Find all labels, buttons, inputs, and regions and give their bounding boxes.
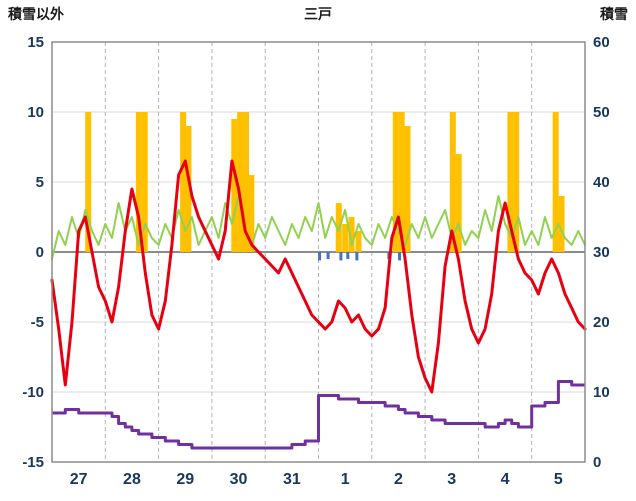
bar-precipitation <box>243 112 250 252</box>
bar-precipitation <box>355 231 362 252</box>
right-axis-tick-label: 40 <box>593 174 610 191</box>
x-axis-tick-label: 28 <box>123 471 141 488</box>
bar-precipitation <box>558 196 565 252</box>
bar-precipitation <box>348 217 355 252</box>
right-axis-tick-label: 50 <box>593 104 610 121</box>
right-axis-tick-label: 60 <box>593 34 610 51</box>
x-axis-tick-label: 27 <box>70 471 88 488</box>
bar-precipitation <box>449 112 456 252</box>
right-axis-title: 積雪 <box>600 6 628 22</box>
x-axis-tick-label: 4 <box>501 471 510 488</box>
x-axis-tick-label: 31 <box>283 471 301 488</box>
bar-sleet-marks <box>318 252 322 261</box>
series-snow-depth <box>52 380 585 450</box>
x-axis-tick-label: 29 <box>176 471 194 488</box>
bar-precipitation <box>141 112 148 252</box>
x-axis-tick-label: 1 <box>341 471 350 488</box>
bar-precipitation <box>398 112 405 252</box>
left-axis-tick-label: -5 <box>31 314 44 331</box>
series-temperature <box>50 159 587 394</box>
bar-precipitation <box>185 126 192 252</box>
bar-precipitation <box>180 112 187 252</box>
bar-sleet-marks <box>326 252 330 259</box>
left-axis-tick-label: -10 <box>22 384 44 401</box>
right-axis-tick-label: 20 <box>593 314 610 331</box>
left-axis-tick-label: -15 <box>22 454 44 471</box>
plot-border <box>51 41 586 463</box>
x-axis-tick-label: 3 <box>447 471 456 488</box>
bar-precipitation <box>455 154 462 252</box>
bar-precipitation <box>135 112 142 252</box>
bar-precipitation <box>507 112 514 252</box>
chart-title: 三戸 <box>304 6 332 22</box>
left-axis-title: 積雪以外 <box>8 6 64 22</box>
bar-precipitation <box>342 224 349 252</box>
x-axis-tick-label: 5 <box>554 471 563 488</box>
left-axis-tick-label: 5 <box>36 174 44 191</box>
bar-sleet-marks <box>355 252 359 261</box>
right-axis-tick-label: 30 <box>593 244 610 261</box>
right-axis-tick-label: 0 <box>593 454 601 471</box>
right-axis-tick-label: 10 <box>593 384 610 401</box>
bar-precipitation <box>404 126 411 252</box>
bar-sleet-marks <box>346 252 350 259</box>
bar-sleet-marks <box>398 252 402 261</box>
x-axis-tick-label: 2 <box>394 471 403 488</box>
bar-sleet-marks <box>339 252 343 261</box>
left-axis-tick-label: 15 <box>27 34 44 51</box>
bar-precipitation <box>392 112 399 252</box>
x-axis-tick-label: 30 <box>230 471 248 488</box>
bar-precipitation <box>231 119 238 252</box>
bar-precipitation <box>513 112 520 252</box>
bar-precipitation <box>237 112 244 252</box>
left-axis-tick-label: 0 <box>36 244 44 261</box>
left-axis-tick-label: 10 <box>27 104 44 121</box>
bar-precipitation <box>85 112 92 252</box>
bar-precipitation <box>552 112 559 252</box>
bar-precipitation <box>248 175 255 252</box>
